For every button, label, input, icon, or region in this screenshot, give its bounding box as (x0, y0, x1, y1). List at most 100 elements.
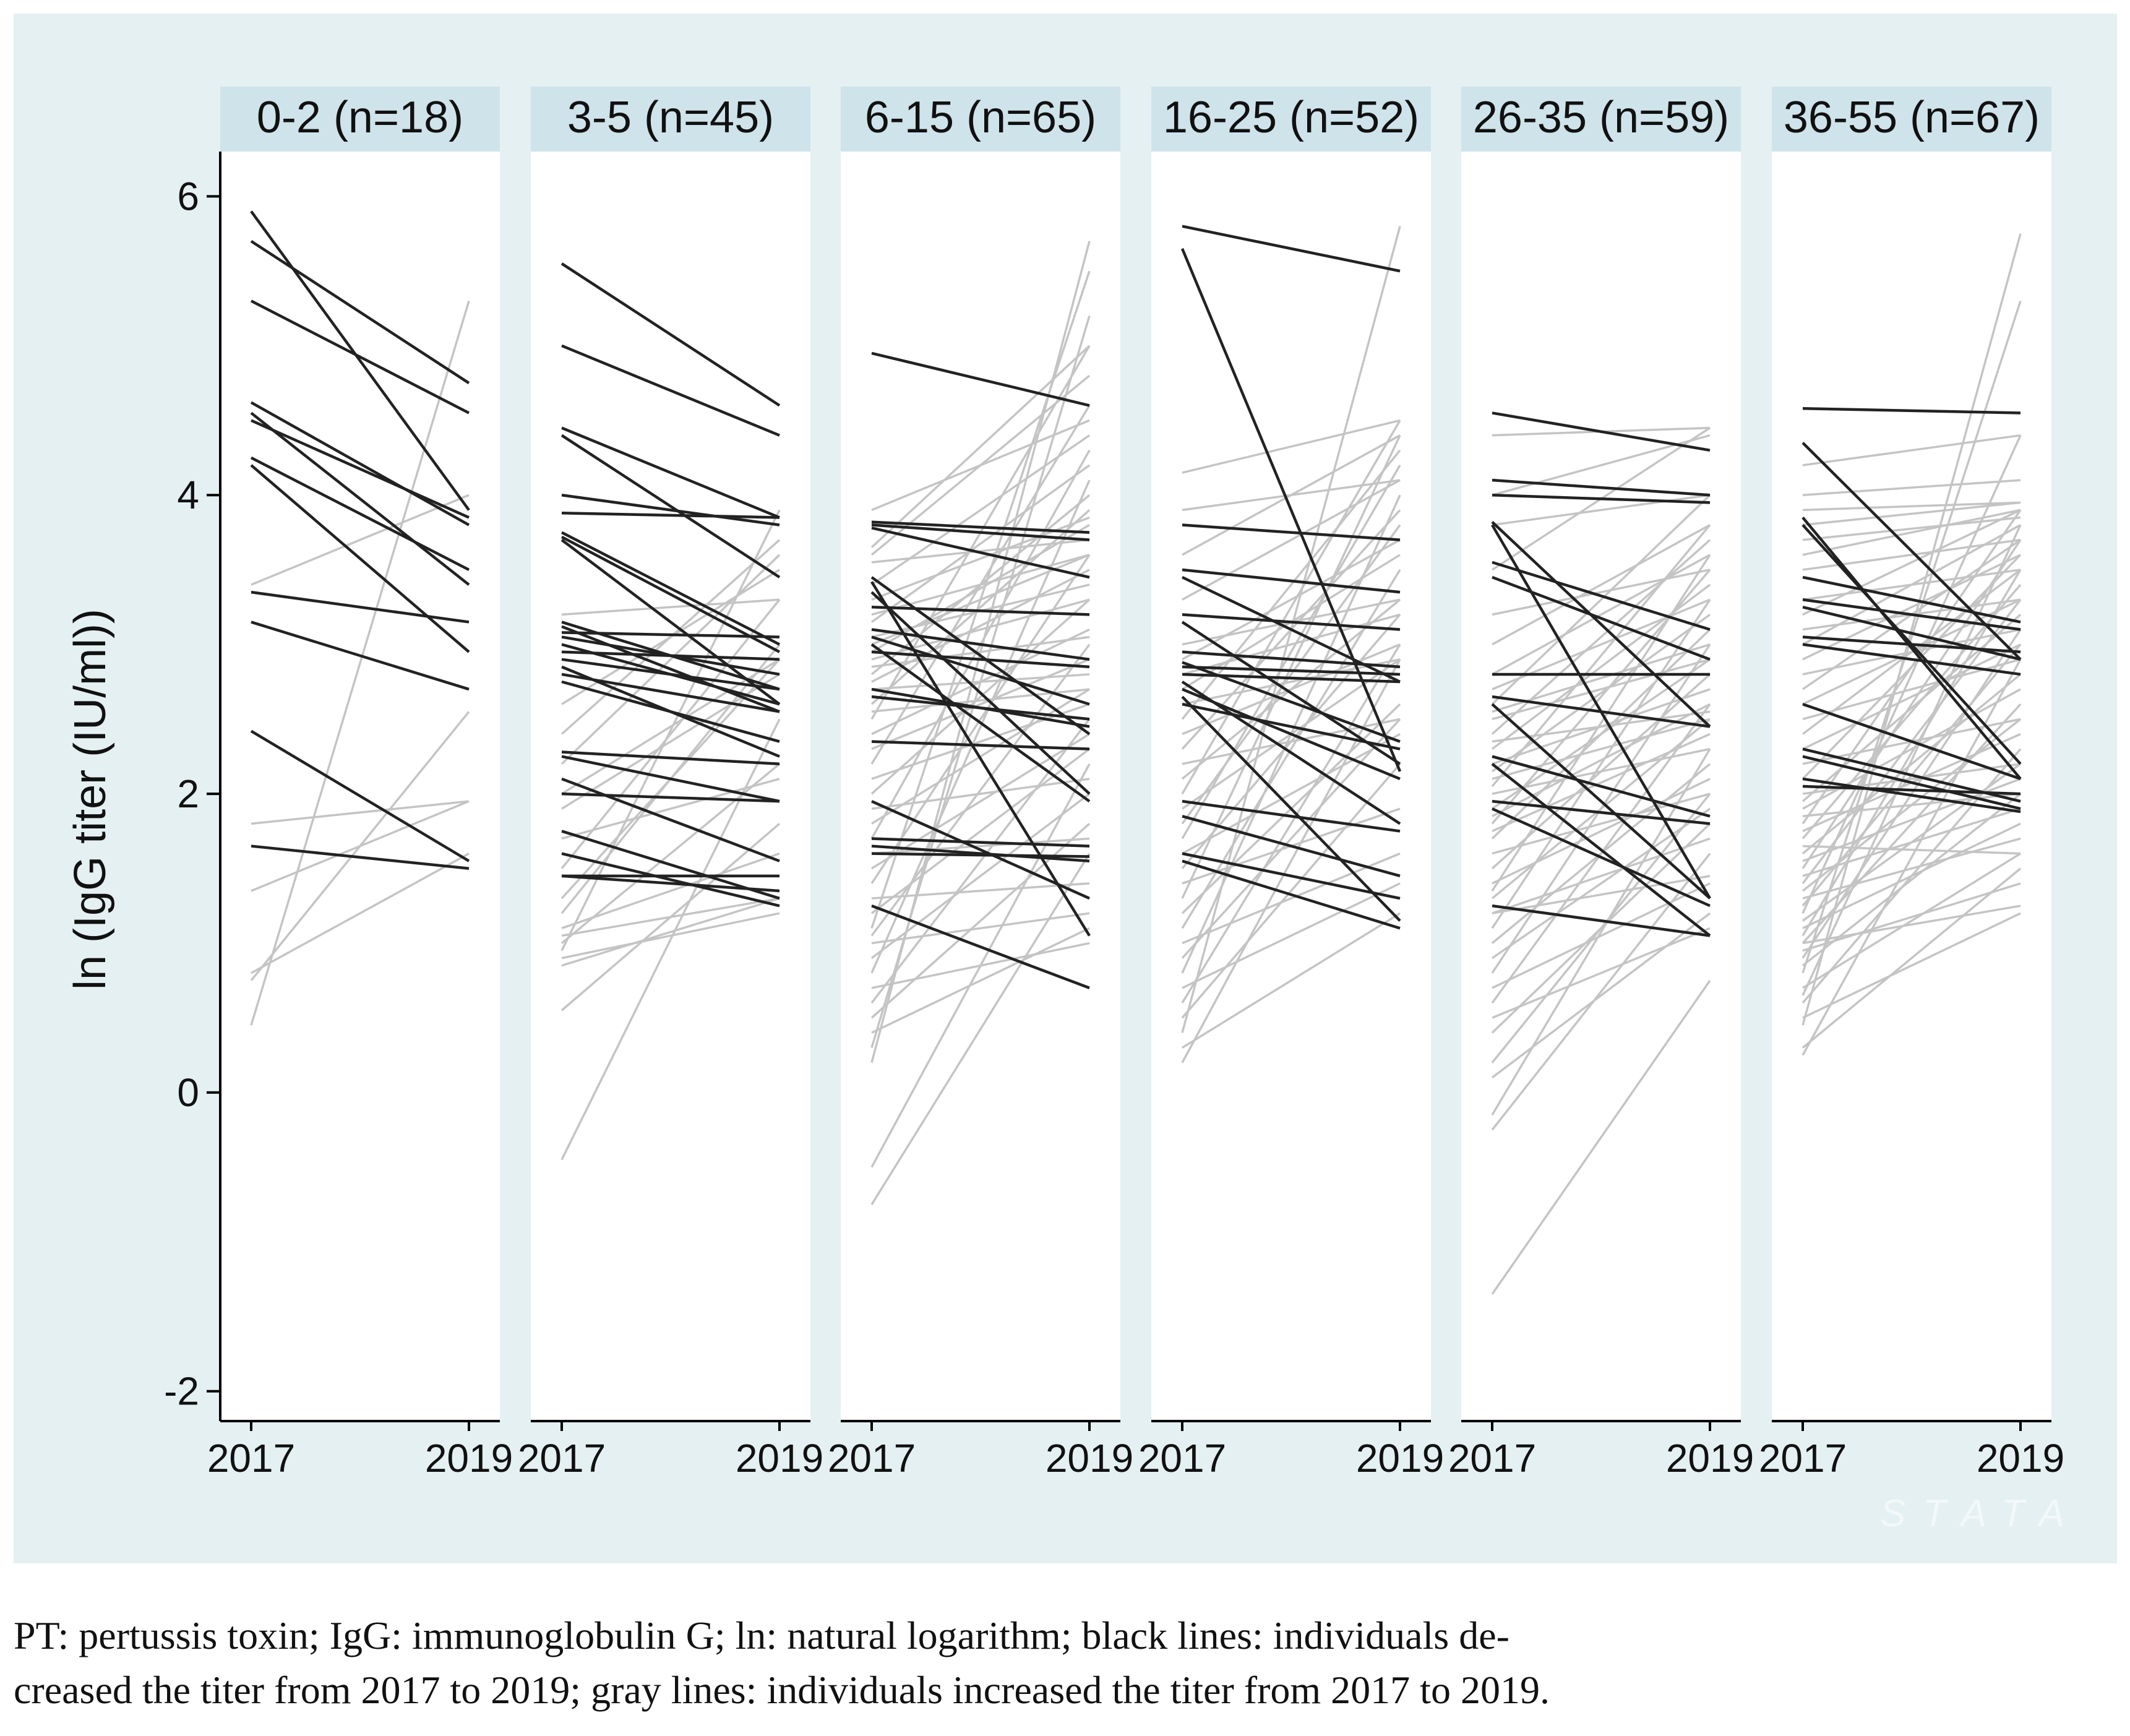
panel-label: 3-5 (n=45) (567, 93, 774, 142)
decrease-line (1492, 478, 1711, 497)
decrease-line (1802, 777, 2021, 814)
decrease-line (1492, 561, 1711, 631)
increase-line (1802, 807, 2021, 877)
decrease-line (1182, 568, 1401, 594)
decrease-line (250, 456, 470, 571)
decrease-line (561, 680, 780, 743)
increase-line (1491, 853, 1711, 1131)
decrease-line (250, 411, 470, 586)
increase-line (1802, 516, 2021, 541)
increase-line (561, 897, 780, 937)
decrease-line (561, 672, 780, 713)
decrease-line (250, 299, 470, 415)
increase-line (560, 554, 781, 765)
decrease-line (250, 239, 470, 385)
increase-line (561, 778, 780, 840)
panel-label: 36-55 (n=67) (1784, 93, 2040, 142)
decrease-line (871, 606, 1090, 616)
panel-plot-area (220, 152, 500, 1421)
increase-line (871, 927, 1090, 1034)
y-axis-label: ln (IgG titer (IU/ml)) (66, 609, 115, 990)
decrease-line (871, 740, 1090, 750)
decrease-line (1492, 799, 1711, 825)
x-tick-label: 2019 (1046, 1436, 1133, 1480)
increase-line (1491, 718, 1711, 900)
increase-line (871, 837, 1090, 855)
increase-line (1182, 718, 1401, 765)
decrease-line (561, 852, 780, 908)
decrease-line (251, 419, 470, 519)
decrease-line (1802, 635, 2021, 653)
increase-line (1492, 927, 1711, 1019)
panel-6: 36-55 (n=67) 2017 2019 (1759, 87, 2064, 1480)
decrease-line (871, 800, 1090, 900)
increase-line (871, 673, 1090, 690)
increase-line (1492, 569, 1711, 616)
increase-line (871, 942, 1090, 989)
decrease-line (561, 792, 780, 803)
increase-line (1492, 658, 1711, 810)
decrease-line (1182, 815, 1401, 878)
increase-line (1802, 822, 2021, 929)
increase-line (1182, 479, 1401, 512)
increase-line (871, 524, 1090, 653)
decrease-line (1492, 575, 1711, 661)
increase-line (1491, 979, 1711, 1295)
decrease-line (1492, 695, 1711, 728)
decrease-line (871, 628, 1090, 661)
increase-line (870, 853, 1091, 1205)
increase-line (1492, 658, 1711, 721)
increase-line (1802, 853, 2021, 989)
caption-line-2: creased the titer from 2017 to 2019; gra… (14, 1668, 1550, 1712)
increase-line (1802, 434, 2021, 466)
increase-line (1182, 613, 1401, 676)
decrease-line (1182, 703, 1401, 750)
x-tick-label: 2017 (207, 1436, 295, 1480)
decrease-line (871, 695, 1090, 721)
decrease-line (251, 590, 470, 624)
panel-strip (531, 87, 810, 152)
increase-line (1802, 912, 2021, 1019)
x-tick-label: 2019 (1356, 1436, 1444, 1480)
decrease-line (1182, 688, 1401, 781)
increase-line (1802, 479, 2021, 496)
decrease-line (1182, 852, 1401, 900)
increase-line (870, 718, 1091, 1004)
decrease-line (1182, 225, 1401, 273)
decrease-line (1182, 799, 1401, 833)
increase-line (871, 912, 1090, 945)
y-tick-label: 2 (177, 771, 199, 816)
increase-line (1802, 643, 2021, 750)
x-tick-label: 2017 (1138, 1436, 1226, 1480)
decrease-line (250, 464, 470, 653)
increase-line (1181, 763, 1401, 1019)
decrease-line (561, 777, 780, 862)
increase-line (1802, 793, 2021, 818)
decrease-line (1492, 493, 1711, 504)
increase-line (870, 793, 1091, 960)
increase-line (870, 345, 1091, 549)
increase-line (1802, 501, 2021, 526)
increase-line (1182, 643, 1401, 736)
increase-line (251, 853, 470, 974)
increase-line (871, 733, 1090, 870)
increase-line (1181, 643, 1401, 1003)
decrease-line (870, 581, 1091, 937)
increase-line (871, 538, 1090, 564)
increase-line (1801, 614, 2022, 802)
decrease-line (1492, 807, 1711, 908)
increase-line (1181, 465, 1401, 840)
increase-line (871, 778, 1090, 810)
x-tick-label: 2019 (1666, 1436, 1754, 1480)
decrease-line (561, 631, 780, 638)
decrease-line (251, 621, 470, 691)
decrease-line (561, 874, 780, 893)
decrease-line (871, 837, 1090, 848)
increase-line (1801, 539, 2022, 869)
increase-line (1802, 509, 2021, 556)
increase-line (561, 658, 780, 795)
increase-line (1492, 554, 1711, 676)
decrease-line (1802, 643, 2021, 676)
increase-line (1491, 494, 1711, 705)
increase-line (1801, 673, 2022, 854)
